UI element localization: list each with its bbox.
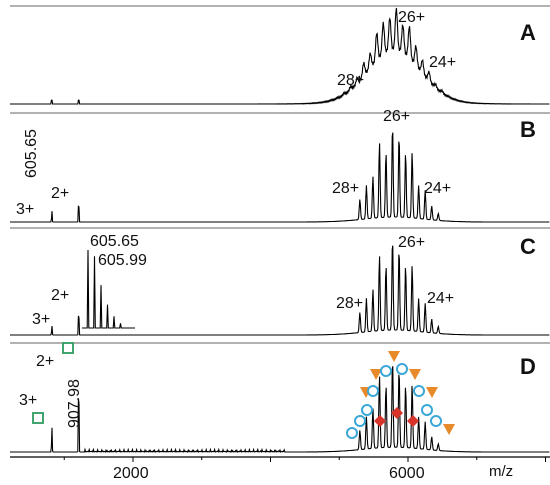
panel-C: C 605.65 605.99 3+ 2+ 26+ 28+ 24+	[10, 233, 550, 344]
charge-label-A-28: 28+	[337, 72, 364, 89]
charge-label-C-26: 26+	[398, 234, 425, 251]
panel-letter-D: D	[520, 354, 536, 379]
peak-markers-D	[346, 351, 455, 439]
orange-triangle-marker-2	[370, 369, 382, 380]
orange-triangle-marker-3	[409, 369, 421, 380]
panel-D: D 2+ 3+ 907.98	[10, 342, 550, 454]
charge-label-C-24: 24+	[427, 290, 454, 307]
panel-letter-B: B	[520, 117, 536, 142]
orange-triangle-marker-1	[388, 351, 400, 362]
charge-label-B-24: 24+	[424, 180, 451, 197]
x-axis-label: m/z	[489, 463, 513, 480]
blue-circle-marker-6	[421, 404, 433, 416]
blue-circle-marker-2	[396, 363, 408, 375]
blue-circle-marker-5	[361, 404, 373, 416]
charge-label-B-26: 26+	[383, 108, 410, 125]
blue-circle-marker-1	[380, 365, 392, 377]
spectrum-trace-C	[10, 245, 550, 336]
blue-circle-marker-7	[354, 415, 366, 427]
spectrum-trace-B	[10, 132, 550, 223]
x-tick-label-6000: 6000	[389, 465, 425, 482]
x-tick-label-2000: 2000	[113, 465, 149, 482]
charge-label-B-3: 3+	[16, 201, 34, 218]
x-axis-ticks	[63, 457, 546, 462]
red-diamond-marker-1	[374, 415, 386, 427]
charge-label-C-3: 3+	[32, 311, 50, 328]
charge-label-A-26: 26+	[398, 9, 425, 26]
red-diamond-marker-2	[391, 407, 403, 419]
charge-label-D-3: 3+	[19, 392, 37, 409]
blue-circle-marker-8	[430, 415, 442, 427]
mz-label-C-605-99: 605.99	[98, 252, 147, 269]
charge-label-C-2: 2+	[51, 287, 69, 304]
charge-label-B-28: 28+	[332, 180, 359, 197]
panel-A: A 26+ 28+ 24+	[10, 5, 550, 114]
red-diamond-marker-3	[407, 415, 419, 427]
blue-circle-marker-4	[413, 385, 425, 397]
spectrum-trace-D	[10, 366, 550, 454]
mz-label-B-605-65: 605.65	[23, 129, 40, 178]
orange-triangle-marker-5	[426, 387, 438, 398]
panel-B: B 605.65 3+ 2+ 26+ 28+ 24+	[10, 108, 550, 229]
charge-label-C-28: 28+	[336, 295, 363, 312]
orange-triangle-marker-6	[443, 424, 455, 435]
panel-letter-A: A	[520, 20, 536, 45]
mz-label-C-605-65: 605.65	[90, 233, 139, 250]
spectrum-trace-A	[10, 7, 550, 105]
blue-circle-marker-9	[346, 427, 358, 439]
panel-letter-C: C	[520, 234, 536, 259]
mz-label-D-907-98: 907.98	[66, 379, 83, 428]
green-square-marker-top	[62, 342, 74, 354]
isotope-inset-C	[82, 249, 135, 329]
charge-label-A-24: 24+	[429, 54, 456, 71]
blue-circle-marker-3	[367, 385, 379, 397]
charge-label-B-2: 2+	[51, 185, 69, 202]
charge-label-D-2: 2+	[36, 353, 54, 370]
x-axis: 2000 6000 m/z	[10, 456, 550, 482]
green-square-marker-bottom	[32, 412, 44, 424]
